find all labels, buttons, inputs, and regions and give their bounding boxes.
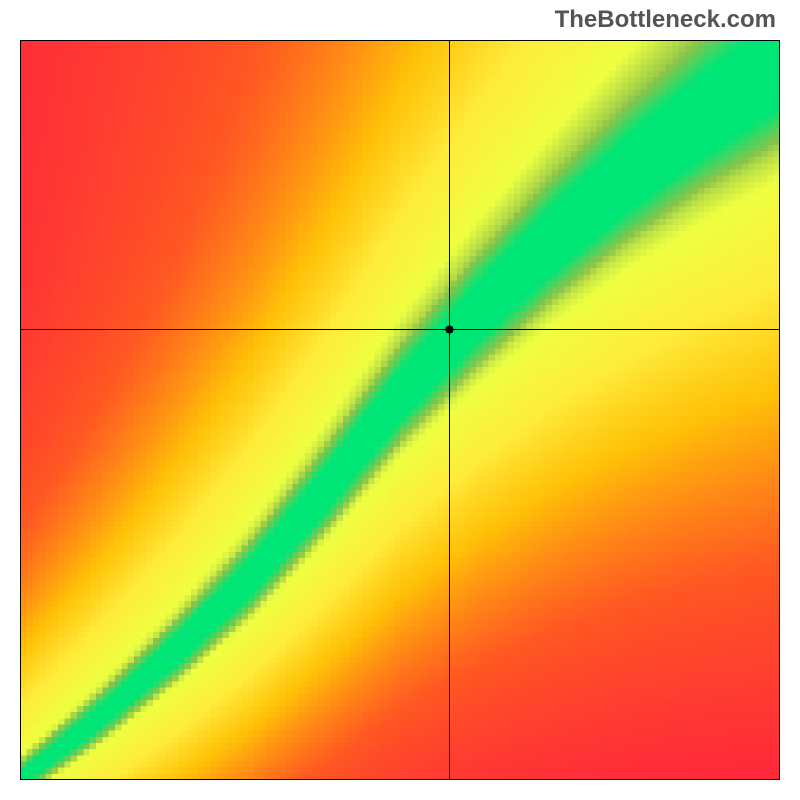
heatmap-plot <box>20 40 780 780</box>
heatmap-canvas <box>20 40 780 780</box>
watermark-text: TheBottleneck.com <box>555 6 776 34</box>
container: TheBottleneck.com <box>0 0 800 800</box>
